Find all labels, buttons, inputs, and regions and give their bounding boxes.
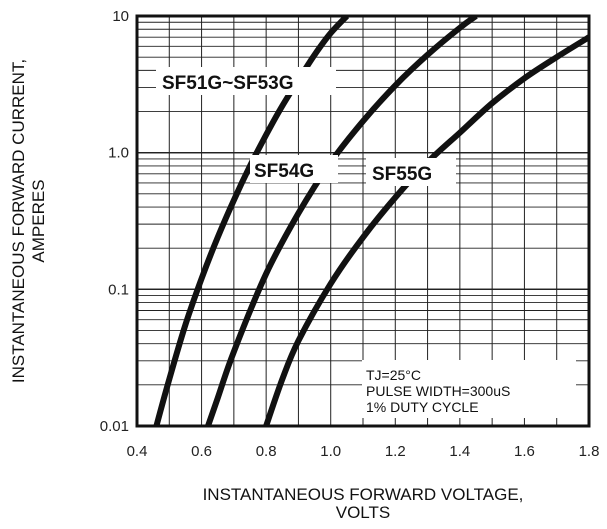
y-axis-title-line2: AMPERES <box>29 179 48 262</box>
x-tick-label: 0.4 <box>127 443 148 460</box>
note-line-temperature: TJ=25°C <box>366 367 421 383</box>
y-axis-title-line1: INSTANTANEOUS FORWARD CURRENT, <box>9 59 28 383</box>
series-label-bg-3 <box>366 158 456 186</box>
x-tick-label: 0.8 <box>256 443 277 460</box>
series-label-sf51g-sf53g: SF51G~SF53G <box>162 73 293 94</box>
y-tick-label: 0.01 <box>100 418 129 435</box>
note-line-duty-cycle: 1% DUTY CYCLE <box>366 399 479 415</box>
plot-frame <box>135 14 591 428</box>
x-tick-label: 1.0 <box>320 443 341 460</box>
tick-labels: 0.4 0.6 0.8 1.0 1.2 1.4 1.6 1.8 0.01 0.1 1.0 10 <box>100 8 600 460</box>
note-line-pulse-width: PULSE WIDTH=300uS <box>366 383 510 399</box>
y-tick-label: 1.0 <box>108 145 129 162</box>
series-label-bg-2 <box>250 155 338 183</box>
x-axis-title-line1: INSTANTANEOUS FORWARD VOLTAGE, <box>203 485 524 504</box>
x-tick-label: 1.4 <box>449 443 470 460</box>
series-label-sf55g: SF55G <box>372 164 432 185</box>
x-tick-label: 1.8 <box>579 443 600 460</box>
x-tick-label: 0.6 <box>191 443 212 460</box>
x-axis-title-line2: VOLTS <box>336 503 390 522</box>
series-label-sf54g: SF54G <box>254 161 314 182</box>
note-background <box>362 360 576 418</box>
x-tick-label: 1.2 <box>385 443 406 460</box>
y-tick-label: 0.1 <box>108 281 129 298</box>
x-tick-label: 1.6 <box>514 443 535 460</box>
series-label-bg-1 <box>156 67 336 95</box>
y-tick-label: 10 <box>112 8 129 25</box>
